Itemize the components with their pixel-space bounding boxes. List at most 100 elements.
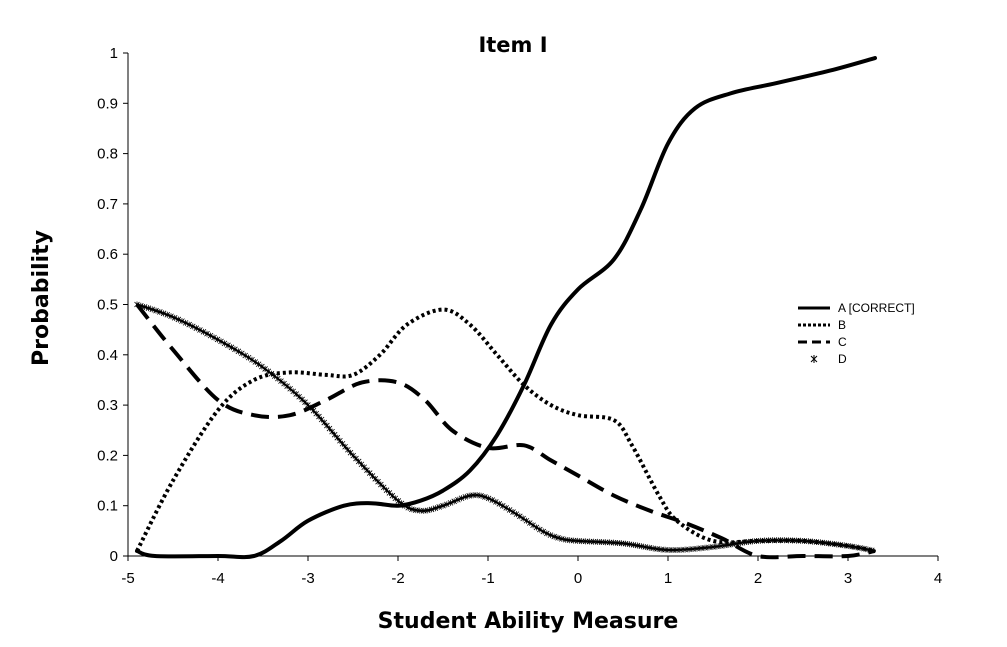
series-marker [533,524,540,531]
series-markers-d [134,301,875,554]
series-line-d [136,303,876,552]
series-marker [175,316,182,323]
series-marker [271,373,278,380]
y-tick-label: 0.9 [97,95,118,112]
series-marker [157,308,163,315]
series-marker [145,305,152,312]
series-marker [398,500,405,507]
series-marker [482,493,488,500]
y-tick-label: 0 [110,548,118,565]
y-tick-label: 0.8 [97,146,118,163]
series-marker [428,506,435,513]
series-marker [214,336,221,343]
series-marker [517,513,523,520]
series-layer [134,56,877,560]
x-tick-label: 0 [574,570,582,587]
legend-swatch-d [810,355,818,363]
legend: A [CORRECT] BCD [798,301,915,366]
series-marker [275,375,281,382]
x-tick-label: -3 [301,570,314,587]
chart-frame: 0 0.1 0.2 0.3 0.4 0.5 0.6 0.7 0.8 0.9 1 -5 -4 -3 -2 -1… [8,8,998,638]
series-marker [290,388,296,395]
series-marker [440,502,446,509]
series-marker [204,330,210,337]
series-marker [869,547,875,554]
series-marker [666,546,672,553]
series-marker [551,533,557,540]
series-marker [228,344,235,351]
series-marker [249,356,255,363]
y-axis-ticks: 0 0.1 0.2 0.3 0.4 0.5 0.6 0.7 0.8 0.9 1 [97,45,128,565]
series-marker [520,515,526,522]
y-tick-label: 1 [110,45,118,62]
series-marker [179,318,185,325]
y-tick-label: 0.3 [97,397,118,414]
series-marker [496,500,503,507]
series-line-b [135,307,876,553]
series-marker [485,495,492,502]
series-marker [451,498,457,505]
series-marker [493,498,499,505]
series-marker [232,346,238,353]
series-marker [171,314,178,321]
series-marker [189,323,196,330]
series-marker [186,321,192,328]
series-marker [284,383,290,390]
series-marker [478,492,484,499]
y-tick-label: 0.7 [97,196,118,213]
series-marker [510,509,516,516]
series-marker [444,501,450,508]
series-marker [262,365,268,372]
series-marker [458,495,465,502]
series-marker [193,325,200,332]
series-marker [268,370,275,377]
y-tick-label: 0.1 [97,498,118,515]
series-marker [395,497,402,504]
series-marker [182,319,189,326]
series-marker [265,368,272,375]
y-tick-label: 0.4 [97,347,118,364]
series-marker [197,326,203,333]
series-marker [160,310,167,317]
series-marker [296,393,302,400]
series-marker [255,361,262,368]
series-marker [392,495,399,502]
series-line-c [135,303,876,560]
series-marker [278,378,284,385]
series-marker [281,380,287,387]
series-marker [769,537,776,544]
series-marker [134,301,140,308]
legend-label-c: C [838,335,847,349]
series-marker [287,385,293,392]
series-marker [506,506,513,513]
series-marker [207,332,214,339]
series-marker [526,519,533,526]
series-marker [489,497,496,504]
chart-title: Item I [478,33,547,57]
x-axis-title: Student Ability Measure [378,609,679,634]
series-marker [447,499,454,506]
x-tick-label: 4 [934,570,942,587]
series-marker [242,352,249,359]
series-marker [211,334,217,341]
series-marker [141,303,148,310]
series-marker [499,502,506,509]
series-marker [432,505,439,512]
series-marker [235,348,242,355]
x-tick-label: 2 [754,570,762,587]
series-marker [530,522,536,529]
series-marker [547,532,554,539]
legend-label-b: B [838,318,846,332]
x-tick-label: -4 [211,570,224,587]
series-marker [164,311,171,318]
series-marker [405,504,412,511]
series-marker [503,504,509,511]
series-marker [153,307,159,314]
series-marker [777,537,784,544]
line-chart: 0 0.1 0.2 0.3 0.4 0.5 0.6 0.7 0.8 0.9 1 -5 -4 -3 -2 -1… [29,33,942,634]
series-line-a-correct [135,56,877,560]
series-marker [773,537,780,544]
series-marker [401,502,408,509]
series-marker [781,537,788,544]
x-tick-label: 3 [844,570,852,587]
